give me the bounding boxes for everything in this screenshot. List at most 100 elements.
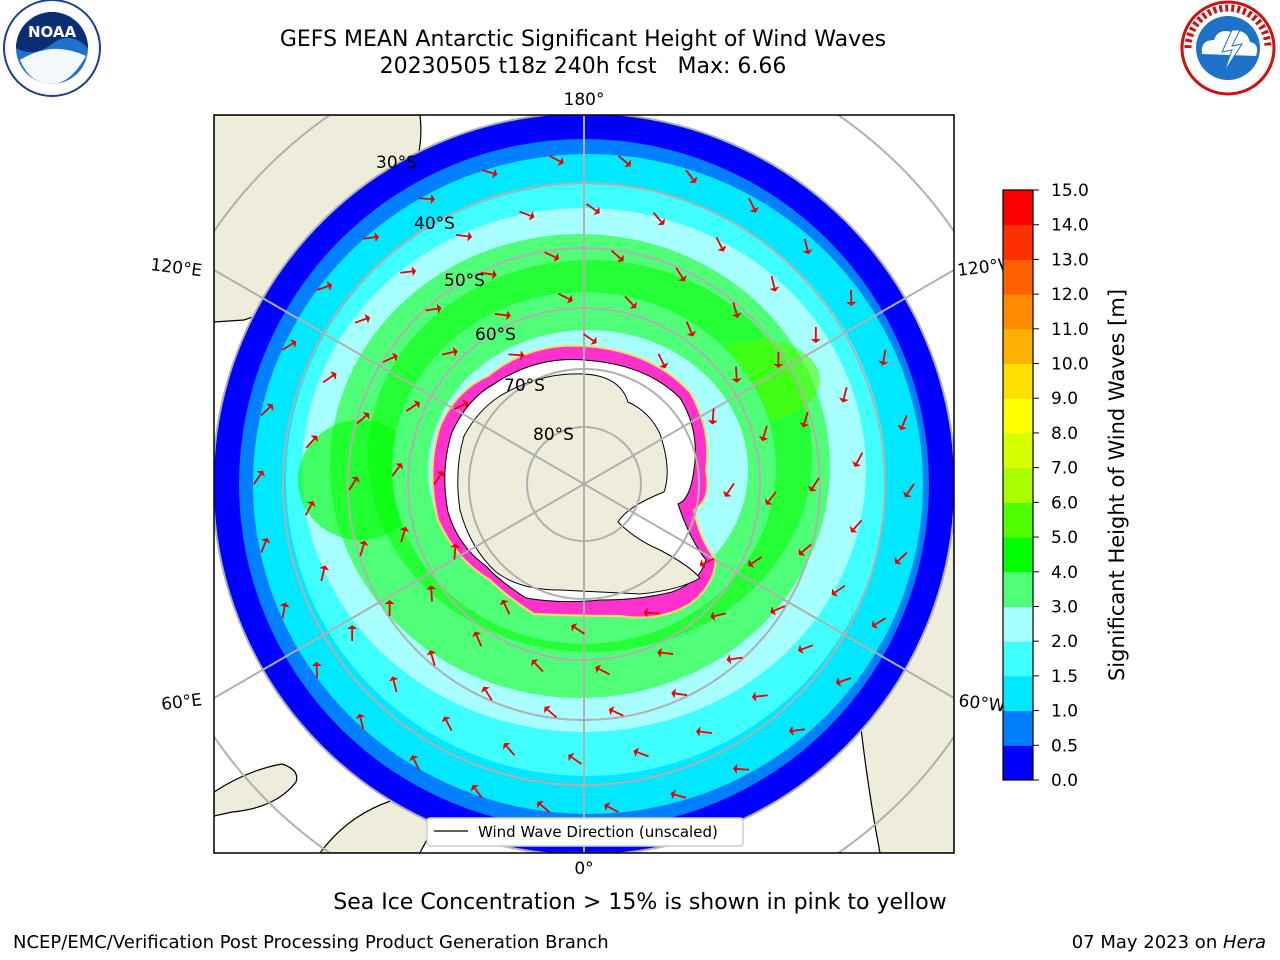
wind-arrow-shaft [539,803,551,813]
colorbar-segment [1003,432,1033,469]
wind-arrow-shaft [755,694,768,698]
wind-arrow-shaft [767,491,777,503]
wind-arrow-head [395,463,404,470]
wind-arrow-head [492,269,497,280]
wind-arrow-shaft [400,530,406,543]
wind-arrow-head [838,397,849,403]
wind-arrow-shaft [624,295,634,306]
wind-arrow-head [566,294,573,304]
colorbar-tick-label: 9.0 [1051,389,1078,409]
wind-arrow-head [624,159,631,168]
wind-arrow-shaft [481,169,494,175]
wind-arrow-shaft [612,709,624,717]
wind-arrow-head [537,800,544,809]
footer-machine: Hera [1222,932,1266,953]
wind-arrow-head [726,654,732,665]
wind-arrow-shaft [652,212,663,223]
wind-arrow-head [695,726,701,737]
colorbar-segment [1003,571,1033,607]
wind-arrow-shaft [610,249,622,260]
colorbar-tick-label: 5.0 [1051,528,1078,548]
wind-arrow-shaft [607,805,619,813]
wind-arrow-head [717,245,727,252]
wind-arrow-shaft [748,197,756,210]
colorbar-tick-label: 3.0 [1051,597,1078,617]
wind-arrow-shaft [433,474,442,486]
wind-arrow-shaft [801,644,814,651]
wind-arrow-shaft [519,210,532,217]
wind-arrow-head [409,755,419,762]
sea-ice-caption: Sea Ice Concentration > 15% is shown in … [333,890,947,915]
wind-arrow-head [593,206,600,215]
wind-arrow-shaft [282,342,294,351]
wind-arrow-shaft [657,353,665,366]
wind-arrow-head [710,611,716,621]
colorbar-tick-label: 14.0 [1051,216,1089,236]
wind-arrow-head [723,490,732,497]
wind-arrow-head [831,588,838,597]
colorbar-tick-label: 1.0 [1051,702,1078,722]
wind-arrow-shaft [852,519,863,530]
wind-arrow-shaft [685,169,695,181]
wind-arrow-shaft [430,653,436,666]
wind-arrow-head [788,725,794,736]
wind-arrow-head [502,742,511,750]
wind-arrow-shaft [445,719,453,732]
colorbar-tick-label: 0.0 [1051,771,1078,791]
wind-arrow-shaft [699,730,712,735]
wind-arrow-shaft [484,689,493,701]
wind-arrow-shaft [260,541,267,553]
colorbar-tick-label: 13.0 [1051,250,1089,270]
wind-arrow-shaft [412,758,420,771]
wind-arrow-head [319,565,330,571]
wind-arrow-head [878,360,889,366]
colorbar-segment [1003,224,1033,260]
wind-arrow-head [452,347,458,357]
wind-arrow-head [748,559,755,568]
wind-arrow-shaft [855,452,864,464]
meridian-label-60e: 60°E [160,690,203,715]
wind-arrow-shaft [647,611,660,615]
colorbar-segment [1003,537,1033,573]
wind-arrow-shaft [711,408,715,421]
lat-label-30s: 30°S [376,153,417,173]
wind-arrow-head [520,350,525,361]
wind-arrow-shaft [574,626,586,635]
wind-arrow-head [835,677,842,687]
lat-label-80s: 80°S [533,425,574,445]
wind-arrow-shaft [253,473,262,485]
meridian-label-120e: 120°E [149,255,203,281]
wind-arrow-shaft [391,465,401,477]
colorbar-tick-label: 11.0 [1051,320,1089,340]
wind-arrow-shaft [508,353,521,357]
meridian-label-0: 0° [574,859,593,879]
colorbar-tick-label: 4.0 [1051,563,1078,583]
wind-arrow-shaft [320,569,326,582]
wind-arrow-head [758,435,769,442]
wind-arrow-shaft [382,356,395,363]
lat-label-40s: 40°S [414,214,455,234]
wind-arrow-head [528,211,535,221]
wind-arrow-head [310,435,319,443]
wind-arrow-shaft [586,203,597,212]
wind-arrow-shaft [882,349,887,362]
wind-arrow-shaft [473,787,483,799]
colorbar-segment [1003,502,1033,538]
wind-arrow-shaft [359,544,365,557]
colorbar-tick-label: 7.0 [1051,459,1078,479]
wind-arrow-shaft [736,767,750,771]
wind-arrow-shaft [316,285,329,291]
wind-arrow-head [764,498,773,505]
wind-arrow-shaft [534,662,544,673]
wind-arrow-head [358,540,369,546]
wind-arrow-shaft [441,351,454,356]
colorbar-tick-label: 12.0 [1051,285,1089,305]
wind-arrow-head [426,650,437,656]
wind-arrow-head [481,686,490,693]
wind-arrow-shaft [661,651,674,655]
wind-arrow-shaft [453,547,457,560]
wind-arrow-head [770,606,777,616]
wind-arrow-shaft [281,606,286,619]
wind-arrow-head [306,501,316,507]
wind-arrow-head [355,713,366,719]
